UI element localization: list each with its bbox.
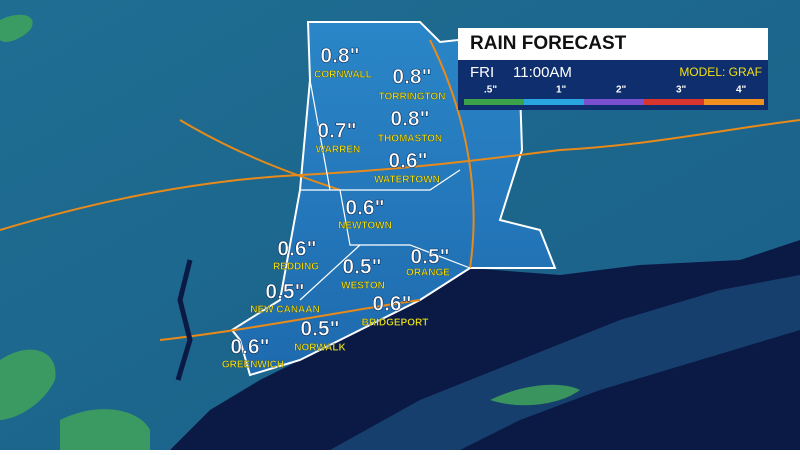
- rain-amount: 0.6": [372, 293, 411, 316]
- town-name: TORRINGTON: [379, 92, 446, 103]
- highways: [0, 39, 800, 341]
- long-island: [330, 275, 800, 450]
- rain-amount: 0.6": [277, 238, 316, 261]
- legend-label: 2": [616, 85, 627, 96]
- town-name: ORANGE: [406, 268, 450, 279]
- header-box: [458, 28, 768, 60]
- town-name: NEW CANAAN: [250, 305, 319, 316]
- legend-label: 4": [736, 85, 747, 96]
- time: 11:00AM: [513, 64, 572, 81]
- rain-amount: 0.5": [410, 246, 449, 269]
- day: FRI: [470, 64, 494, 81]
- rain-amount: 0.8": [392, 66, 431, 89]
- legend-swatch: [704, 99, 764, 105]
- county-lines: [299, 79, 471, 301]
- rain-amount: 0.7": [317, 120, 356, 143]
- town-name: NEWTOWN: [338, 221, 392, 232]
- legend-swatch: [464, 99, 524, 105]
- legend-swatch: [584, 99, 644, 105]
- legend: .5" 1" 2" 3" 4": [464, 85, 764, 105]
- legend-label: 3": [676, 85, 687, 96]
- legend-swatch: [524, 99, 584, 105]
- rain-amount: 0.5": [342, 256, 381, 279]
- town-name: WATERTOWN: [374, 175, 440, 186]
- town-name: CORNWALL: [314, 70, 372, 81]
- rain-amount: 0.6": [230, 336, 269, 359]
- legend-swatch: [644, 99, 704, 105]
- rain-amount: 0.8": [320, 45, 359, 68]
- town-name: BRIDGEPORT: [362, 318, 429, 329]
- river: [175, 259, 193, 381]
- town-name: WARREN: [316, 145, 360, 156]
- town-labels: 0.8" CORNWALL 0.8" TORRINGTON 0.7" WARREN 0.8"…: [222, 44, 451, 371]
- town-name: NORWALK: [294, 343, 346, 354]
- town-name: THOMASTON: [378, 134, 442, 145]
- rain-amount: 0.8": [390, 108, 429, 131]
- rain-amount: 0.5": [265, 281, 304, 304]
- legend-label: .5": [484, 85, 497, 96]
- rain-amount: 0.5": [300, 318, 339, 341]
- town-name: REDDING: [273, 262, 319, 273]
- legend-label: 1": [556, 85, 567, 96]
- rain-amount: 0.6": [345, 197, 384, 220]
- model: MODEL: GRAF: [679, 65, 762, 79]
- town-name: GREENWICH: [222, 360, 284, 371]
- rain-amount: 0.6": [388, 150, 427, 173]
- sound: [170, 240, 800, 450]
- town-name: WESTON: [341, 281, 385, 292]
- header-title: RAIN FORECAST: [470, 33, 627, 54]
